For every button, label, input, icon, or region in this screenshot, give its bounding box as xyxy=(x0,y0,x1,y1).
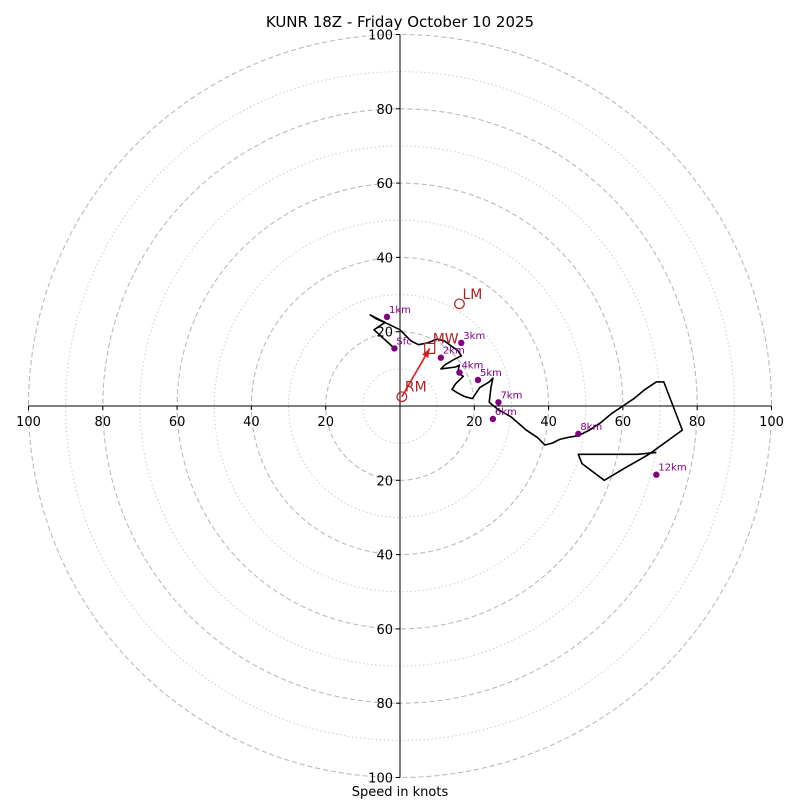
y-tick-label: 40 xyxy=(376,549,393,564)
height-point xyxy=(437,354,445,361)
y-tick-label: 100 xyxy=(368,772,393,787)
x-tick-label: 100 xyxy=(16,415,41,430)
height-point xyxy=(575,430,582,438)
height-point xyxy=(495,399,502,406)
height-label: 5km xyxy=(480,368,502,379)
x-tick-label: 20 xyxy=(317,415,334,430)
height-point xyxy=(383,313,391,321)
height-point xyxy=(474,376,482,384)
storm-motion-label: LM xyxy=(462,287,482,303)
height-point xyxy=(456,369,463,376)
x-axis-title: Speed in knots xyxy=(352,785,449,800)
x-tick-label: 80 xyxy=(689,415,706,430)
storm-motion-label: RM xyxy=(405,380,427,396)
y-tick-label: 20 xyxy=(376,326,393,341)
height-label: Sfc xyxy=(396,336,411,347)
y-tick-label: 80 xyxy=(376,697,393,712)
mean-wind-marker xyxy=(424,342,436,355)
hodograph-trace-group xyxy=(369,314,684,482)
height-label: 1km xyxy=(389,305,411,316)
height-label: 7km xyxy=(500,390,522,401)
tick-labels: 100 80 60 40 20 20 40 60 80 100 100 80 60 40 20 20 40 60 8… xyxy=(16,29,784,787)
y-tick-label: 20 xyxy=(376,474,393,489)
chart-title: KUNR 18Z - Friday October 10 2025 xyxy=(266,13,534,31)
height-point xyxy=(653,471,660,478)
y-tick-label: 60 xyxy=(376,623,393,638)
storm-motion-markers: RM LM MW xyxy=(396,287,482,403)
height-label: 4km xyxy=(461,361,483,372)
height-point xyxy=(391,345,398,352)
storm-motion-marker xyxy=(396,391,408,403)
x-tick-label: 80 xyxy=(95,415,112,430)
x-tick-label: 40 xyxy=(243,415,260,430)
y-tick-label: 60 xyxy=(376,177,393,192)
x-tick-label: 60 xyxy=(169,415,186,430)
x-tick-label: 100 xyxy=(759,415,784,430)
y-tick-label: 40 xyxy=(376,251,393,266)
height-label: 12km xyxy=(658,463,686,474)
height-point xyxy=(489,415,497,423)
shear-vector-line xyxy=(401,348,431,398)
height-label: 3km xyxy=(463,331,485,342)
axes xyxy=(28,34,772,778)
x-tick-label: 20 xyxy=(466,415,483,430)
storm-motion-marker xyxy=(454,298,465,310)
height-label: 2km xyxy=(443,346,465,357)
height-point xyxy=(458,339,465,347)
y-tick-label: 80 xyxy=(376,103,393,118)
storm-motion-label: MW xyxy=(433,331,459,347)
height-label: 6km xyxy=(495,407,517,418)
x-tick-label: 60 xyxy=(615,415,632,430)
y-tick-label: 100 xyxy=(368,29,393,44)
height-label: 8km xyxy=(580,422,602,433)
hodograph-line xyxy=(369,314,684,482)
x-tick-label: 40 xyxy=(540,415,557,430)
